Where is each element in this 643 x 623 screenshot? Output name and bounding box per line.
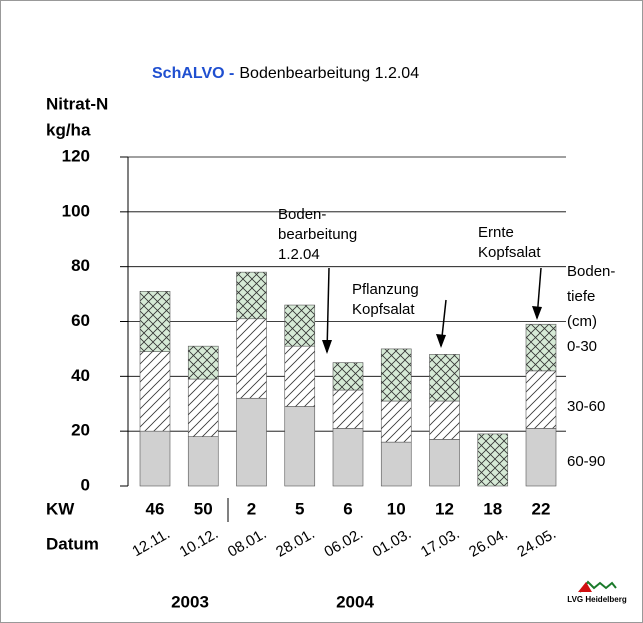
x-tick-label: 6 <box>343 499 352 518</box>
bar-segment <box>284 304 316 347</box>
y-tick-label: 40 <box>71 366 90 385</box>
bar-segment <box>332 428 364 487</box>
legend-label: 30-60 <box>567 398 605 415</box>
bar-segment <box>525 428 557 487</box>
x-tick-label: 12 <box>435 499 454 518</box>
bar-segment <box>429 354 460 402</box>
year-label: 2004 <box>336 592 374 611</box>
bar-segment <box>525 370 557 429</box>
date-label: Datum <box>46 534 99 553</box>
y-tick-label: 80 <box>71 256 90 275</box>
bar-segment <box>332 389 364 429</box>
annotation: Ernte <box>478 224 514 241</box>
annotations: Boden-bearbeitung 1.2.04 Pflanzung Kopfsala… <box>278 206 542 354</box>
x-tick-label: 46 <box>146 499 165 518</box>
y-tick-label: 20 <box>71 421 90 440</box>
y-tick-label: 60 <box>71 311 90 330</box>
legend-title: tiefe <box>567 288 595 305</box>
bar-segment <box>236 318 267 399</box>
bar-segment <box>139 430 171 487</box>
x-tick-label: 18 <box>483 499 502 518</box>
bar-segment <box>187 345 219 380</box>
y-tick-label: 100 <box>62 201 90 220</box>
year-label: 2003 <box>171 592 209 611</box>
bar-segment <box>477 433 509 487</box>
y-label: Nitrat-N <box>46 94 108 113</box>
x-tick-label: 50 <box>194 499 213 518</box>
y-label: kg/ha <box>46 120 91 139</box>
legend-label: 60-90 <box>567 453 605 470</box>
chart-title: SchALVO - Bodenbearbeitung 1.2.04 <box>152 65 419 82</box>
bar-segment <box>332 362 364 391</box>
legend-title: Boden- <box>567 263 615 280</box>
bar-segment <box>236 271 267 320</box>
x-tick-label: 5 <box>295 499 304 518</box>
bar-segment <box>525 323 557 372</box>
bar-segment <box>187 436 219 487</box>
logo: LVG Heidelberg <box>567 580 627 604</box>
legend-label: 0-30 <box>567 338 597 355</box>
legend-title: (cm) <box>567 313 597 330</box>
annotation: bearbeitung <box>278 226 357 243</box>
y-tick-label: 120 <box>62 146 90 165</box>
x-tick-label: 22 <box>532 499 551 518</box>
svg-text:LVG Heidelberg: LVG Heidelberg <box>567 595 627 604</box>
annotation: Kopfsalat <box>478 244 541 261</box>
annotation: Kopfsalat <box>352 301 415 318</box>
annotation: Pflanzung <box>352 281 419 298</box>
bar-segment <box>284 406 316 487</box>
annotation: 1.2.04 <box>278 246 320 263</box>
bar-segment <box>139 351 171 432</box>
x-tick-label: 10 <box>387 499 406 518</box>
bar-segment <box>380 400 412 443</box>
kw-label: KW <box>46 499 75 518</box>
bar-segment <box>380 441 412 487</box>
bar-segment <box>284 345 316 407</box>
bar-segment <box>429 439 460 487</box>
annotation: Boden- <box>278 206 326 223</box>
bar-segment <box>139 291 171 352</box>
y-tick-label: 0 <box>81 475 90 494</box>
x-tick-label: 2 <box>247 499 256 518</box>
bar-segment <box>236 397 267 487</box>
bar-segment <box>187 378 219 437</box>
bar-segment <box>429 400 460 440</box>
bar-segment <box>380 348 412 402</box>
